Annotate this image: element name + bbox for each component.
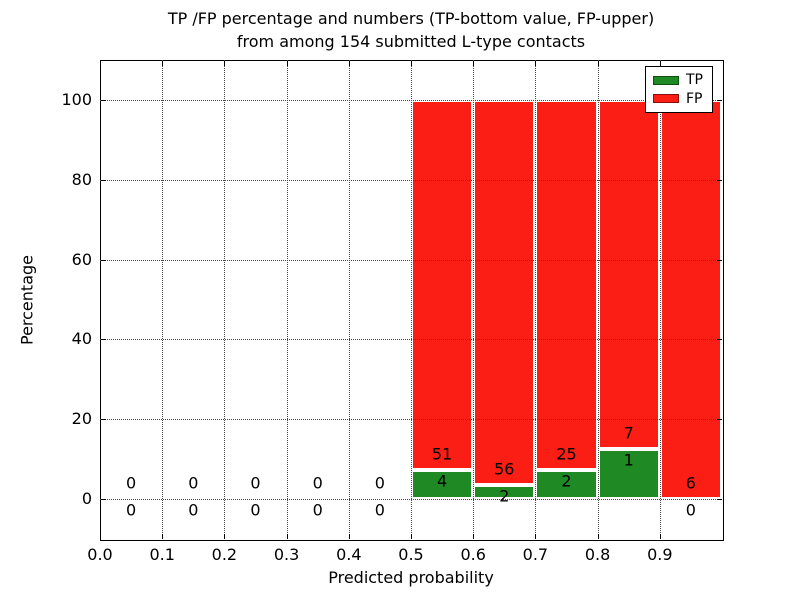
- x-tick-mark: [100, 61, 101, 66]
- bar-segment-fp: [535, 99, 598, 470]
- gridline-vertical: [597, 60, 599, 539]
- fp-swatch-icon: [653, 94, 679, 104]
- y-tick-label: 80: [71, 169, 92, 189]
- x-tick-label: 0.3: [273, 545, 300, 564]
- x-tick-mark: [224, 61, 226, 66]
- annotation-fp-count: 6: [685, 473, 696, 493]
- x-axis-label: Predicted probability: [328, 568, 494, 587]
- x-tick-mark: [597, 534, 599, 539]
- x-tick-label: 0.5: [398, 545, 424, 564]
- y-tick-label: 60: [71, 249, 92, 269]
- bar-segment-tp: [535, 469, 598, 500]
- x-tick-mark: [286, 534, 288, 539]
- annotation-tp-count: 2: [561, 471, 572, 490]
- y-tick-mark: [717, 339, 722, 341]
- y-tick-mark: [101, 259, 106, 261]
- x-tick-mark: [100, 534, 101, 539]
- annotation-fp-count: 0: [126, 473, 137, 493]
- y-tick-label: 40: [71, 329, 92, 349]
- annotation-fp-count: 0: [374, 473, 385, 493]
- bar-segment-fp: [473, 99, 536, 486]
- x-tick-label: 0.9: [647, 545, 673, 564]
- gridline-vertical: [411, 60, 412, 539]
- gridline-vertical: [659, 60, 661, 539]
- gridline-vertical: [473, 60, 475, 539]
- y-tick-mark: [717, 499, 722, 501]
- annotation-fp-count: 25: [556, 444, 577, 463]
- gridline-vertical: [535, 60, 537, 539]
- legend-label: TP: [686, 72, 703, 89]
- x-tick-label: 0.1: [149, 545, 175, 564]
- legend-entry-tp: TP: [653, 73, 705, 87]
- x-tick-mark: [348, 534, 350, 539]
- x-tick-mark: [659, 61, 661, 66]
- x-tick-label: 0.6: [460, 545, 486, 564]
- x-tick-mark: [224, 534, 226, 539]
- legend: TP FP: [645, 66, 713, 113]
- x-tick-mark: [473, 61, 475, 66]
- y-tick-label: 20: [71, 409, 92, 429]
- legend-entry-fp: FP: [653, 92, 705, 106]
- x-tick-mark: [535, 61, 537, 66]
- x-tick-mark: [535, 534, 537, 539]
- bar-segment-fp: [597, 99, 660, 450]
- y-tick-mark: [101, 419, 106, 421]
- y-tick-mark: [101, 339, 106, 341]
- annotation-tp-count: 0: [312, 500, 323, 520]
- y-tick-mark: [717, 99, 722, 101]
- y-tick-mark: [717, 179, 722, 181]
- annotation-fp-count: 0: [188, 473, 199, 493]
- legend-label: FP: [686, 90, 703, 107]
- y-tick-mark: [101, 179, 106, 181]
- x-tick-mark: [597, 61, 599, 66]
- x-tick-label: 0.4: [336, 545, 362, 564]
- x-tick-mark: [411, 534, 412, 539]
- gridline-vertical: [348, 60, 350, 539]
- gridline-vertical: [286, 60, 288, 539]
- y-tick-mark: [717, 419, 722, 421]
- annotation-fp-count: 0: [312, 473, 323, 493]
- annotation-fp-count: 56: [494, 459, 515, 479]
- x-tick-mark: [162, 61, 164, 66]
- bar-segment-fp: [411, 99, 474, 471]
- annotation-tp-count: 1: [623, 450, 634, 470]
- annotation-fp-count: 51: [431, 444, 453, 464]
- annotation-tp-count: 4: [437, 471, 448, 491]
- gridline-vertical: [162, 60, 164, 539]
- annotation-tp-count: 0: [374, 500, 385, 520]
- y-tick-mark: [101, 499, 106, 501]
- bar-segment-fp: [659, 99, 722, 500]
- annotation-fp-count: 0: [250, 473, 261, 493]
- x-tick-label: 0.0: [87, 545, 113, 564]
- tp-swatch-icon: [653, 75, 679, 85]
- x-tick-mark: [286, 61, 288, 66]
- bar-segment-tp: [411, 470, 474, 500]
- annotation-tp-count: 0: [126, 500, 137, 520]
- y-tick-mark: [101, 99, 106, 101]
- chart-title-line-2: from among 154 submitted L-type contacts: [236, 32, 586, 51]
- annotation-tp-count: 0: [685, 500, 696, 520]
- y-tick-mark: [717, 259, 722, 261]
- x-tick-label: 0.8: [584, 545, 611, 564]
- annotation-tp-count: 2: [499, 486, 510, 506]
- x-tick-label: 0.7: [522, 545, 549, 564]
- y-tick-label: 0: [81, 489, 92, 509]
- y-tick-label: 100: [61, 89, 92, 109]
- bar-segment-tp: [473, 485, 536, 500]
- x-tick-mark: [411, 61, 412, 66]
- gridline-vertical: [224, 60, 226, 539]
- bar-segment-tp: [597, 449, 660, 500]
- annotation-tp-count: 0: [188, 500, 199, 520]
- x-tick-mark: [162, 534, 164, 539]
- x-tick-mark: [659, 534, 661, 539]
- x-tick-mark: [348, 61, 350, 66]
- x-tick-label: 0.2: [211, 545, 238, 564]
- annotation-fp-count: 7: [623, 423, 634, 443]
- x-tick-mark: [473, 534, 475, 539]
- annotation-tp-count: 0: [250, 500, 261, 520]
- chart-title-line-1: TP /FP percentage and numbers (TP-bottom…: [167, 9, 655, 28]
